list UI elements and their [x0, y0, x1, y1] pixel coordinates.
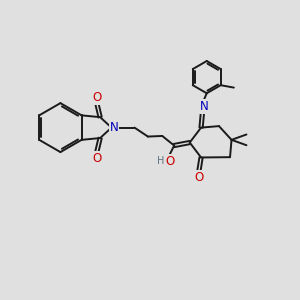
Text: H: H: [157, 156, 164, 166]
Text: O: O: [92, 152, 101, 165]
Text: N: N: [110, 121, 118, 134]
Text: O: O: [166, 155, 175, 168]
Text: N: N: [200, 100, 208, 113]
Text: O: O: [194, 171, 203, 184]
Text: O: O: [92, 91, 101, 103]
